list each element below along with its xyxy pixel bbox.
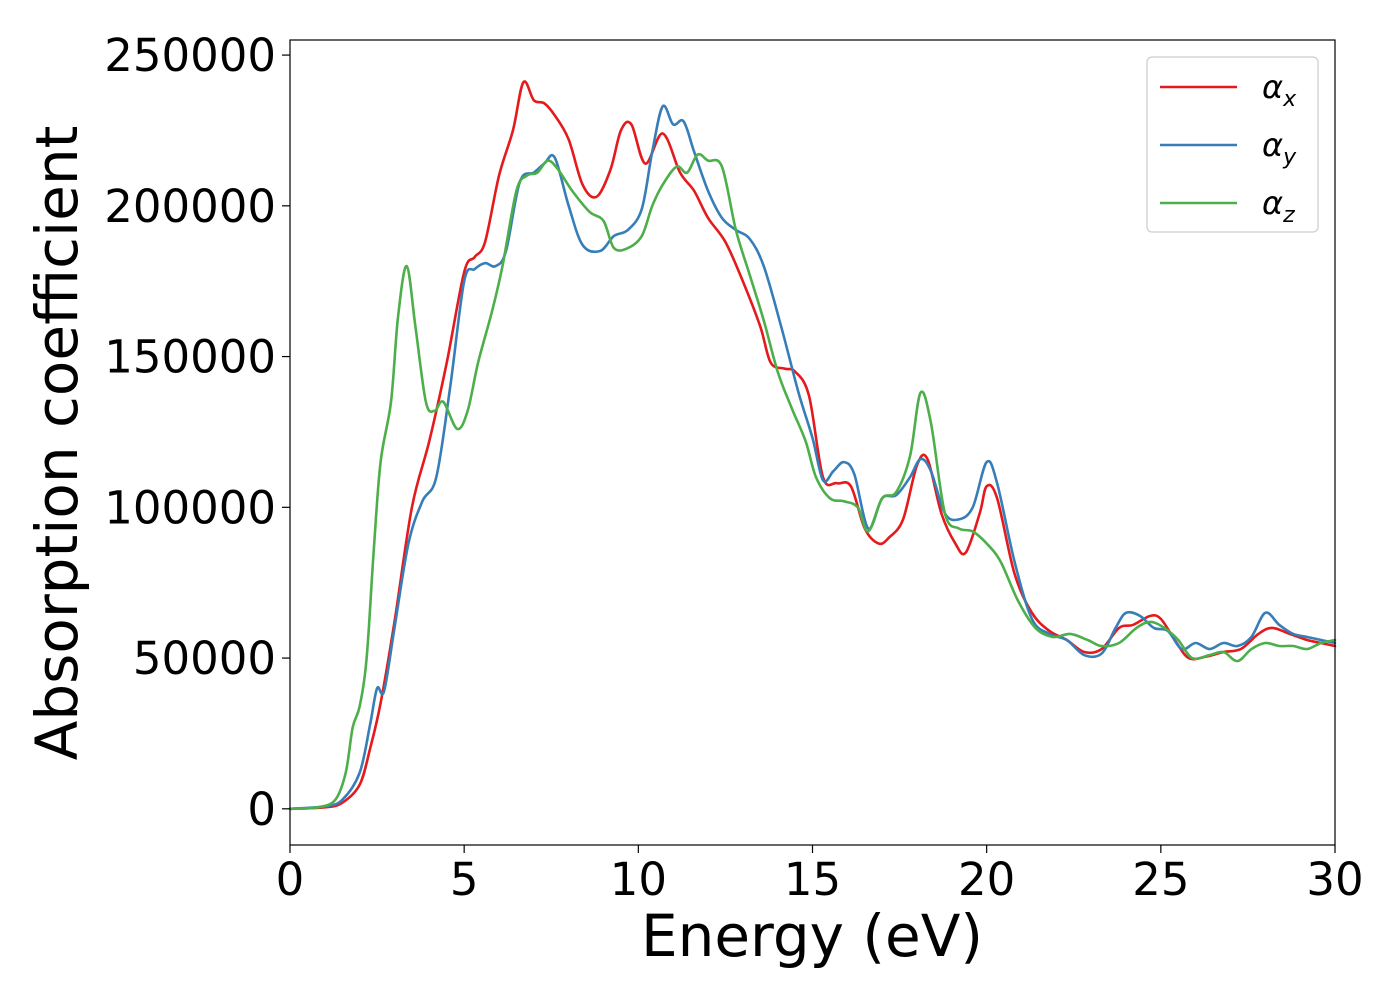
x-tick-label: 20 (958, 853, 1015, 906)
x-tick-label: 30 (1306, 853, 1363, 906)
x-tick-label: 10 (610, 853, 667, 906)
x-axis-title: Energy (eV) (641, 902, 983, 970)
y-tick-label: 150000 (104, 331, 276, 384)
x-tick-label: 5 (450, 853, 479, 906)
series-line-y (288, 104, 1337, 811)
y-tick-label: 100000 (104, 481, 276, 534)
y-axis: 0 50000 100000 150000 200000 250000 (104, 29, 290, 836)
y-tick-label: 50000 (133, 632, 276, 685)
y-tick-label: 250000 (104, 29, 276, 82)
x-tick-label: 15 (784, 853, 841, 906)
y-tick-label: 0 (247, 783, 276, 836)
x-axis: 0 5 10 15 20 25 30 (276, 845, 1364, 906)
y-axis-title: Absorption coefficient (23, 126, 91, 761)
y-tick-label: 200000 (104, 180, 276, 233)
x-tick-label: 0 (276, 853, 305, 906)
series-line-x (288, 80, 1337, 811)
series-layer (288, 80, 1337, 811)
x-tick-label: 25 (1132, 853, 1189, 906)
series-line-z (288, 152, 1337, 811)
